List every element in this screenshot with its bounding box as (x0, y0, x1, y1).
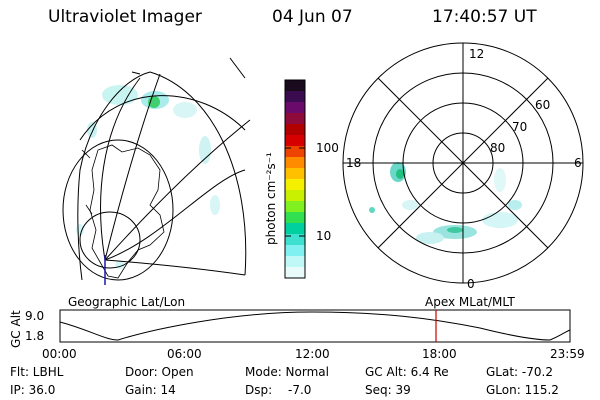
colorbar-band (285, 234, 305, 246)
time-tick-0600: 06:00 (167, 347, 202, 361)
mlt-label-6: 6 (574, 156, 582, 170)
door-info: Door: Open (125, 365, 194, 379)
mode-info: Mode: Normal (245, 365, 329, 379)
colorbar-band (285, 168, 305, 180)
colorbar-band (285, 80, 305, 92)
polar-plot (342, 42, 584, 284)
colorbar-band (285, 256, 305, 268)
colorbar-unit-label: photon cm⁻²s⁻¹ (264, 152, 278, 245)
dsp-label: Dsp: (245, 383, 273, 397)
altitude-plot (59, 309, 571, 343)
ip-info: IP: 36.0 (10, 383, 56, 397)
colorbar-band (285, 245, 305, 257)
colorbar-band (285, 135, 305, 147)
colorbar-band (285, 157, 305, 169)
glat-info: GLat: -70.2 (486, 365, 553, 379)
filter-info: Flt: LBHL (10, 365, 64, 379)
geographic-label: Geographic Lat/Lon (68, 295, 186, 309)
mlt-label-18: 18 (346, 156, 362, 170)
colorbar-tick-100: 100 (316, 141, 339, 155)
colorbar-gradient (285, 80, 305, 279)
lat-label-70: 70 (512, 120, 528, 134)
altitude-ytick-high: 9.0 (25, 309, 45, 323)
glon-info: GLon: 115.2 (486, 383, 559, 397)
colorbar-band (285, 179, 305, 191)
time-label: 17:40:57 UT (432, 7, 537, 27)
geo-aurora-emission (76, 85, 220, 269)
colorbar-band (285, 146, 305, 158)
geographic-map (62, 57, 251, 285)
date-label: 04 Jun 07 (272, 7, 353, 27)
time-tick-2359: 23:59 (550, 347, 585, 361)
colorbar-band (285, 212, 305, 224)
instrument-title: Ultraviolet Imager (48, 7, 202, 27)
altitude-ytick-low: 1.8 (25, 329, 45, 343)
colorbar-band (285, 223, 305, 235)
colorbar-band (285, 124, 305, 136)
time-tick-1800: 18:00 (422, 347, 457, 361)
apex-label: Apex MLat/MLT (425, 295, 515, 309)
colorbar-band (285, 190, 305, 202)
polar-aurora-emission (369, 162, 522, 244)
lat-label-80: 80 (490, 141, 506, 155)
colorbar-band (285, 102, 305, 114)
mlt-label-0: 0 (467, 277, 475, 291)
dsp-value: -7.0 (288, 383, 312, 397)
colorbar-tick-10: 10 (316, 229, 332, 243)
gain-info: Gain: 14 (125, 383, 176, 397)
gc-alt-info: GC Alt: 6.4 Re (365, 365, 449, 379)
colorbar-band (285, 113, 305, 125)
lat-label-60: 60 (535, 98, 551, 112)
colorbar-band (285, 201, 305, 213)
time-tick-1200: 12:00 (295, 347, 330, 361)
colorbar (284, 79, 306, 279)
seq-info: Seq: 39 (365, 383, 411, 397)
mlt-label-12: 12 (469, 47, 485, 61)
altitude-ylabel: GC Alt (9, 310, 23, 348)
colorbar-band (285, 267, 305, 279)
time-tick-0000: 00:00 (42, 347, 77, 361)
colorbar-band (285, 91, 305, 103)
